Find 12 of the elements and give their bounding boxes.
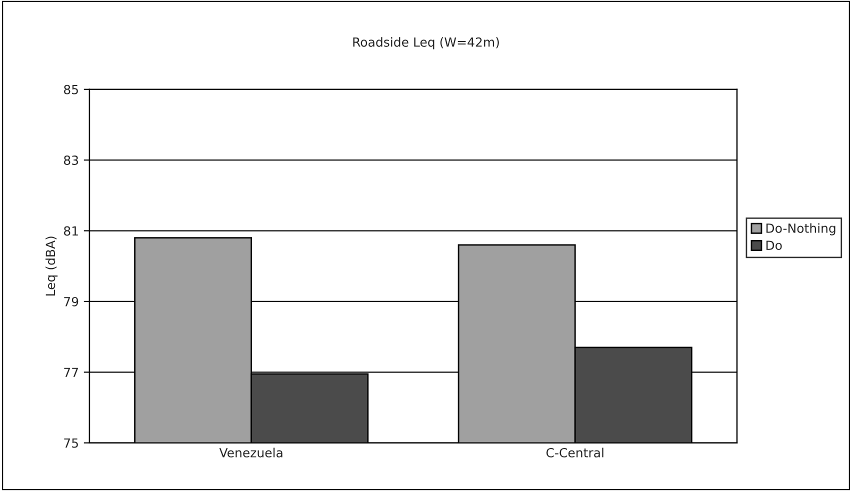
y-tick-label: 77 bbox=[64, 368, 78, 377]
x-tick-label: Venezuela bbox=[219, 448, 282, 458]
y-axis-title: Leq (dBA) bbox=[45, 236, 58, 296]
y-tick-label: 79 bbox=[64, 296, 78, 306]
y-tick-label: 83 bbox=[64, 156, 78, 165]
y-tick-label: 75 bbox=[64, 438, 78, 448]
legend-label: Do bbox=[766, 240, 782, 250]
chart-title: Roadside Leq (W=42m) bbox=[353, 37, 499, 50]
y-tick-label: 81 bbox=[64, 226, 78, 236]
y-tick-label: 85 bbox=[64, 84, 78, 94]
x-tick-label: C-Central bbox=[546, 448, 604, 458]
legend-label: Do-Nothing bbox=[766, 223, 836, 236]
